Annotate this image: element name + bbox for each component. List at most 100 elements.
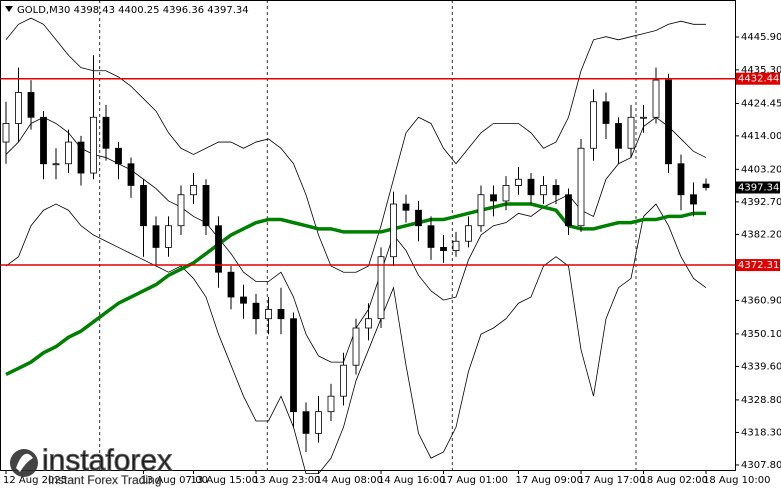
current-price-tag (736, 181, 780, 194)
x-tick-label: 12 Aug 2025 (3, 475, 67, 486)
candle-body (340, 364, 347, 397)
candle-body (652, 79, 660, 118)
candle-body (365, 318, 372, 329)
candle-body (265, 309, 272, 320)
y-tick-label: 4307.80 (741, 460, 781, 471)
watermark-logo-mark (16, 453, 33, 472)
candle-body (90, 116, 97, 174)
x-tick-label: 18 Aug 10:00 (703, 475, 770, 486)
candle-body (202, 185, 210, 227)
candle-body (702, 183, 710, 188)
y-tick-label: 4318.30 (741, 427, 781, 438)
candle-body (690, 194, 697, 205)
candle-body (615, 123, 622, 149)
ohlc-close: 4397.34 (207, 5, 248, 16)
candle-body (277, 309, 285, 320)
candle-body (290, 318, 297, 413)
y-tick-label: 4360.90 (741, 295, 781, 306)
x-tick-label: 14 Aug 08:00 (316, 475, 383, 486)
candle-body (15, 92, 22, 124)
current-price-label: 4397.34 (738, 182, 779, 193)
level-price-tag (736, 72, 780, 85)
level-price-label: 4432.44 (738, 74, 779, 85)
ohlc-open: 4398.43 (74, 5, 115, 16)
candle-body (477, 194, 485, 227)
x-tick-label: 13 Aug 07:00 (141, 475, 208, 486)
candle-body (102, 116, 110, 149)
level-price-label: 4372.31 (738, 260, 779, 271)
candle-body (602, 101, 610, 124)
candle-body (402, 203, 410, 211)
level-price-tag (736, 259, 780, 272)
candle-body (590, 101, 597, 149)
y-tick-label: 4339.60 (741, 361, 781, 372)
candle-body (190, 185, 197, 196)
plot (0, 0, 735, 475)
bollinger-band-line (5, 17, 706, 273)
candle-body (515, 178, 522, 186)
candle-body (77, 141, 85, 174)
candle-body (315, 411, 322, 434)
candle-body (540, 185, 547, 196)
candle-body (415, 209, 422, 227)
candle-body (152, 225, 160, 248)
candle-body (40, 116, 47, 165)
candle-body (115, 147, 122, 165)
candle-body (302, 411, 310, 434)
x-tick-label: 18 Aug 02:00 (641, 475, 708, 486)
candle-body (677, 163, 685, 196)
watermark-tagline: Instant Forex Trading (48, 473, 161, 487)
candle-body (665, 79, 672, 165)
candle-body (527, 178, 535, 196)
candle-body (390, 203, 397, 258)
chart-title: GOLD,M30 4398.43 4400.25 4396.36 4397.34 (17, 5, 249, 16)
bollinger-band-line (5, 203, 707, 475)
x-tick-label: 13 Aug 23:00 (253, 475, 320, 486)
candle-body (52, 163, 60, 166)
candle-body (65, 141, 72, 165)
candle-body (177, 194, 185, 227)
candle-body (565, 194, 572, 227)
candle-body (490, 194, 497, 202)
x-tick-label: 17 Aug 01:00 (441, 475, 508, 486)
candle-body (140, 185, 147, 227)
candle-body (227, 271, 235, 298)
y-tick-label: 4392.70 (741, 197, 781, 208)
y-tick-label: 4424.45 (741, 98, 781, 109)
candle-body (577, 147, 585, 227)
watermark-brand: instaforex (42, 444, 172, 477)
x-tick-label: 14 Aug 16:00 (378, 475, 445, 486)
x-tick-label: 17 Aug 09:00 (516, 475, 583, 486)
ohlc-low: 4396.36 (163, 5, 204, 16)
y-tick-label: 4350.10 (741, 329, 781, 340)
candle-body (252, 302, 260, 320)
candle-body (327, 395, 335, 413)
candle-body (165, 225, 172, 248)
y-tick-label: 4435.30 (741, 65, 781, 76)
candle-body (352, 327, 360, 366)
y-tick-label: 4328.80 (741, 395, 781, 406)
candle-body (240, 296, 247, 304)
y-tick-label: 4382.20 (741, 229, 781, 240)
y-tick-label: 4403.20 (741, 164, 781, 175)
symbol-menu-icon[interactable] (5, 6, 13, 12)
moving-average-line (5, 202, 706, 377)
y-tick-label: 4445.90 (741, 32, 781, 43)
plot-frame (0, 0, 736, 471)
x-tick-label: 17 Aug 17:00 (578, 475, 645, 486)
candle-body (127, 163, 135, 186)
ohlc-high: 4400.25 (118, 5, 159, 16)
candle-body (440, 247, 447, 251)
candle-body (427, 225, 435, 248)
candle-body (452, 240, 460, 251)
candle-body (377, 256, 385, 320)
candle-body (465, 225, 472, 242)
y-tick-label: 4414.00 (741, 131, 781, 142)
candle-body (640, 116, 647, 119)
symbol: GOLD,M30 (17, 5, 70, 16)
candle-body (27, 92, 35, 118)
candle-body (502, 185, 510, 202)
candle-body (627, 116, 635, 149)
candle-body (2, 123, 10, 143)
watermark: instaforex Instant Forex Trading (10, 443, 173, 487)
